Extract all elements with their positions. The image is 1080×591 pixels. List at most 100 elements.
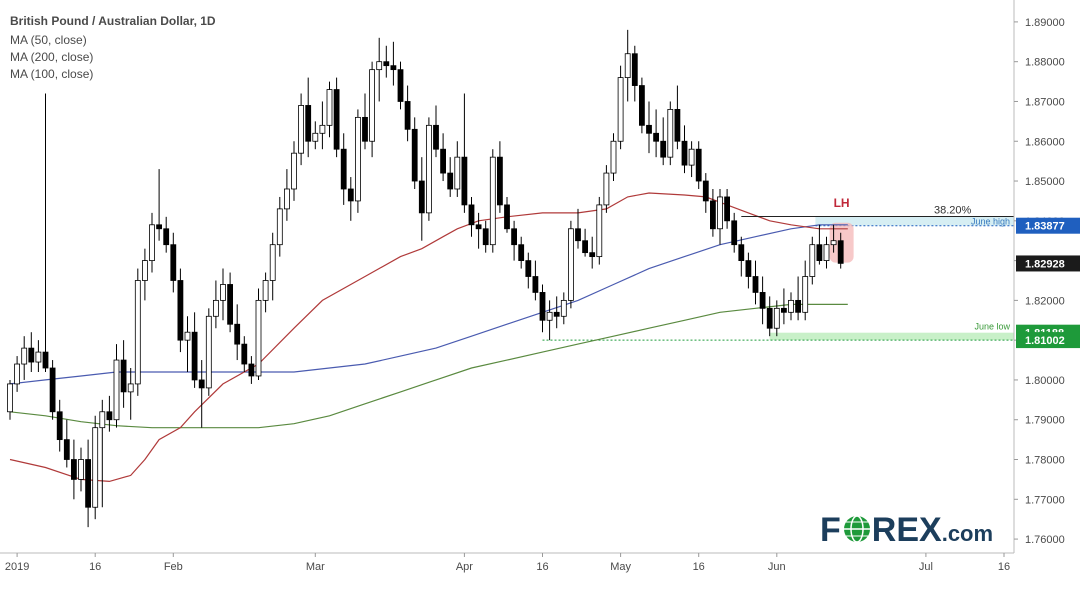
candle-body	[49, 367, 56, 413]
candle	[354, 109, 361, 213]
candle-body	[376, 61, 383, 71]
candle	[525, 252, 532, 289]
candle-body	[475, 224, 482, 230]
candle	[781, 288, 787, 325]
x-tick-label: 16	[89, 561, 101, 573]
candle-body	[667, 109, 674, 158]
candle	[575, 208, 581, 249]
candle-body	[617, 77, 624, 142]
candle-body	[241, 343, 248, 365]
candle-body	[717, 196, 723, 230]
candle	[35, 340, 42, 372]
candle	[149, 212, 155, 273]
candle-body	[56, 411, 63, 441]
candle	[475, 212, 482, 249]
candle-body	[710, 200, 716, 230]
candle	[248, 356, 255, 384]
candle	[816, 224, 823, 265]
candle	[234, 304, 241, 361]
candle-body	[28, 347, 35, 363]
candle	[738, 236, 745, 277]
candle	[205, 308, 212, 396]
candle-body	[312, 132, 319, 142]
candle	[347, 177, 354, 221]
candle-body	[823, 244, 830, 261]
candle	[681, 125, 688, 174]
candle	[369, 61, 376, 158]
candle	[56, 399, 63, 452]
candle	[596, 196, 603, 265]
candle	[433, 105, 439, 158]
candle-body	[759, 292, 766, 309]
candle	[241, 336, 248, 372]
candle	[276, 196, 283, 257]
candle-body	[21, 347, 28, 365]
candle	[92, 415, 99, 520]
candle-body	[482, 228, 489, 246]
y-tick-label: 1.79000	[1025, 415, 1065, 427]
candle	[468, 196, 475, 237]
y-tick-label: 1.86000	[1025, 136, 1065, 148]
candle-body	[773, 307, 780, 329]
candle	[518, 236, 525, 269]
candle	[667, 101, 674, 166]
candle	[553, 296, 560, 329]
candle	[766, 296, 773, 337]
candle-body	[7, 383, 13, 413]
candle	[134, 268, 141, 396]
candle	[447, 157, 454, 197]
y-tick-label: 1.88000	[1025, 57, 1065, 69]
ma200-line	[9, 303, 848, 429]
candle-body	[766, 307, 773, 329]
price-label-bg	[1016, 332, 1080, 349]
x-tick-label: Jul	[919, 561, 933, 573]
candle	[397, 61, 404, 110]
candle-body	[71, 459, 77, 480]
svg-text:F​REX.com: F​REX.com	[820, 511, 993, 549]
candle-body	[702, 180, 709, 202]
candle-body	[212, 299, 219, 317]
x-tick-label: 2019	[5, 561, 29, 573]
june-high-label: June high	[971, 216, 1010, 226]
candle-body	[440, 148, 447, 174]
candle	[688, 141, 695, 178]
candle-body	[454, 156, 461, 190]
candle	[326, 81, 333, 138]
candle	[390, 41, 397, 86]
price-label: 1.81002	[1016, 332, 1080, 349]
candle	[532, 260, 539, 301]
y-tick-label: 1.80000	[1025, 375, 1065, 387]
candle	[78, 447, 84, 492]
candle-body	[624, 53, 631, 78]
candle	[582, 228, 588, 257]
candle-body	[99, 411, 106, 429]
candle-body	[837, 240, 844, 264]
candle-body	[639, 85, 645, 126]
candle-body	[305, 105, 312, 142]
x-tick-label: Mar	[306, 561, 325, 573]
candle	[639, 77, 645, 134]
candle-body	[425, 124, 432, 214]
candle-body	[120, 359, 127, 393]
candle-body	[14, 363, 21, 385]
candle	[454, 141, 461, 197]
candle	[546, 300, 553, 341]
candle-body	[674, 109, 681, 142]
legend-ma200: MA (200, close)	[10, 50, 93, 64]
x-tick-label: Jun	[768, 561, 786, 573]
candle-body	[411, 128, 418, 182]
candle-body	[283, 188, 290, 210]
candle	[198, 360, 205, 428]
y-tick-label: 1.76000	[1025, 534, 1065, 546]
candle-body	[170, 244, 177, 281]
candle-body	[127, 383, 134, 393]
candle	[177, 268, 184, 353]
candle	[560, 292, 567, 325]
price-label: 1.82928	[1016, 255, 1080, 272]
x-tick-label: 16	[998, 561, 1010, 573]
candle	[418, 157, 425, 241]
candle-body	[92, 427, 99, 508]
candle	[262, 272, 269, 313]
candle	[120, 340, 127, 408]
